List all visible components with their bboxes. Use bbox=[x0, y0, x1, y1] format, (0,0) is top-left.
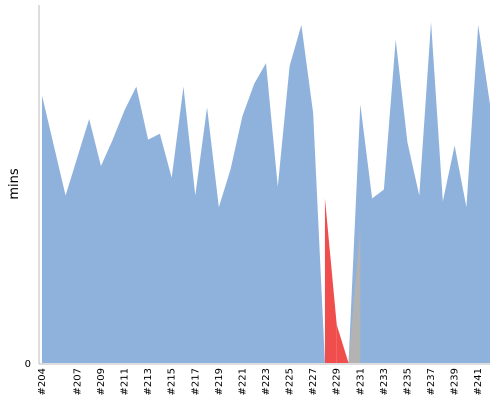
aborted-area bbox=[348, 227, 361, 363]
failed-area bbox=[324, 198, 337, 363]
x-tick-label: #215 bbox=[167, 368, 178, 395]
x-tick-label: #241 bbox=[473, 368, 484, 395]
x-tick-label: #235 bbox=[402, 368, 413, 395]
failed-area bbox=[336, 324, 349, 363]
x-tick-label: #211 bbox=[120, 368, 131, 395]
x-tick-label: #219 bbox=[214, 368, 225, 395]
x-tick-label: #225 bbox=[285, 368, 296, 395]
x-tick-label: #229 bbox=[332, 368, 343, 395]
x-tick-label: #233 bbox=[379, 368, 390, 395]
y-axis-title: mins bbox=[7, 168, 22, 200]
x-tick-label: #227 bbox=[308, 368, 319, 395]
success-area bbox=[42, 22, 490, 363]
x-tick-label: #207 bbox=[72, 368, 83, 395]
x-axis-ticks: #204 #207 #209 #211 #213 #215 #217 #219 #221 #223… bbox=[37, 368, 484, 395]
plot-area bbox=[42, 22, 490, 363]
y-axis-ticks: 0 bbox=[25, 359, 31, 370]
x-tick-label: #237 bbox=[426, 368, 437, 395]
x-tick-label: #204 bbox=[37, 368, 48, 395]
x-tick-label: #231 bbox=[355, 368, 366, 395]
x-tick-label: #223 bbox=[261, 368, 272, 395]
x-tick-label: #217 bbox=[190, 368, 201, 395]
y-tick-label: 0 bbox=[25, 359, 31, 370]
x-tick-label: #209 bbox=[96, 368, 107, 395]
x-tick-label: #239 bbox=[450, 368, 461, 395]
x-tick-label: #213 bbox=[143, 368, 154, 395]
x-tick-label: #221 bbox=[237, 368, 248, 395]
